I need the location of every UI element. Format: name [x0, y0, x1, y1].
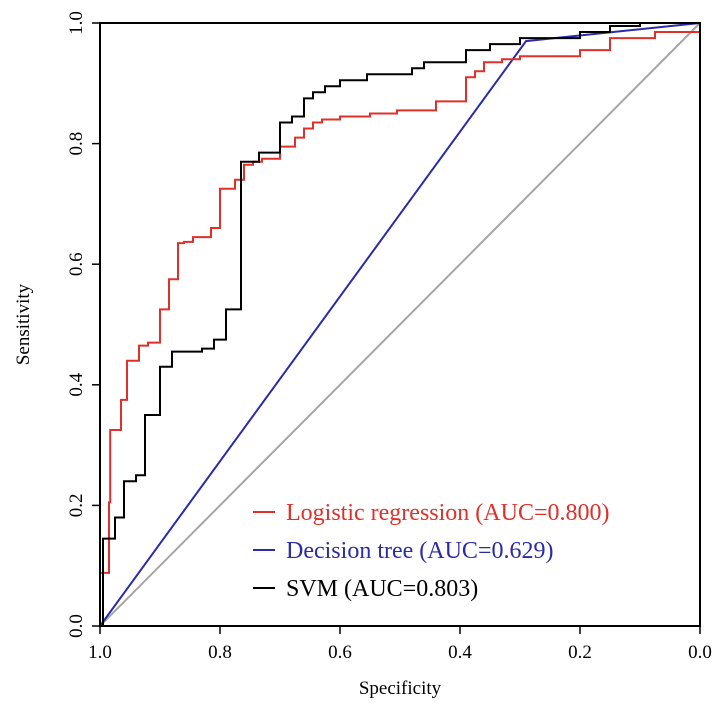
series-line-logistic-regression [100, 31, 700, 574]
x-tick-label: 0.0 [688, 642, 712, 663]
y-tick-label: 0.0 [66, 614, 87, 638]
series-line-decision-tree [99, 22, 701, 627]
x-axis-title: Specificity [359, 678, 442, 699]
x-tick-label: 0.2 [568, 642, 592, 663]
x-axis: 1.0 0.8 0.6 0.4 0.2 0.0 [88, 626, 712, 663]
legend-label-svm: SVM (AUC=0.803) [286, 576, 478, 602]
plot-area [99, 22, 701, 627]
legend-label-logistic-regression: Logistic regression (AUC=0.800) [286, 500, 609, 526]
x-tick-label: 0.4 [448, 642, 472, 663]
y-tick-label: 0.2 [66, 494, 87, 518]
x-tick-label: 0.8 [208, 642, 232, 663]
y-tick-label: 0.6 [66, 252, 87, 276]
legend: Logistic regression (AUC=0.800) Decision… [253, 500, 609, 602]
y-tick-label: 1.0 [66, 11, 87, 35]
y-tick-label: 0.8 [66, 132, 87, 156]
plot-frame [99, 22, 701, 627]
y-tick-label: 0.4 [66, 372, 87, 396]
series-layer [99, 22, 701, 627]
x-tick-label: 1.0 [88, 642, 112, 663]
reference-diagonal-line [99, 22, 701, 627]
y-axis-title: Sensitivity [13, 283, 34, 365]
series-line-svm [100, 22, 700, 627]
y-axis: 0.0 0.2 0.4 0.6 0.8 1.0 [66, 11, 100, 638]
x-tick-label: 0.6 [328, 642, 352, 663]
legend-label-decision-tree: Decision tree (AUC=0.629) [286, 538, 553, 564]
